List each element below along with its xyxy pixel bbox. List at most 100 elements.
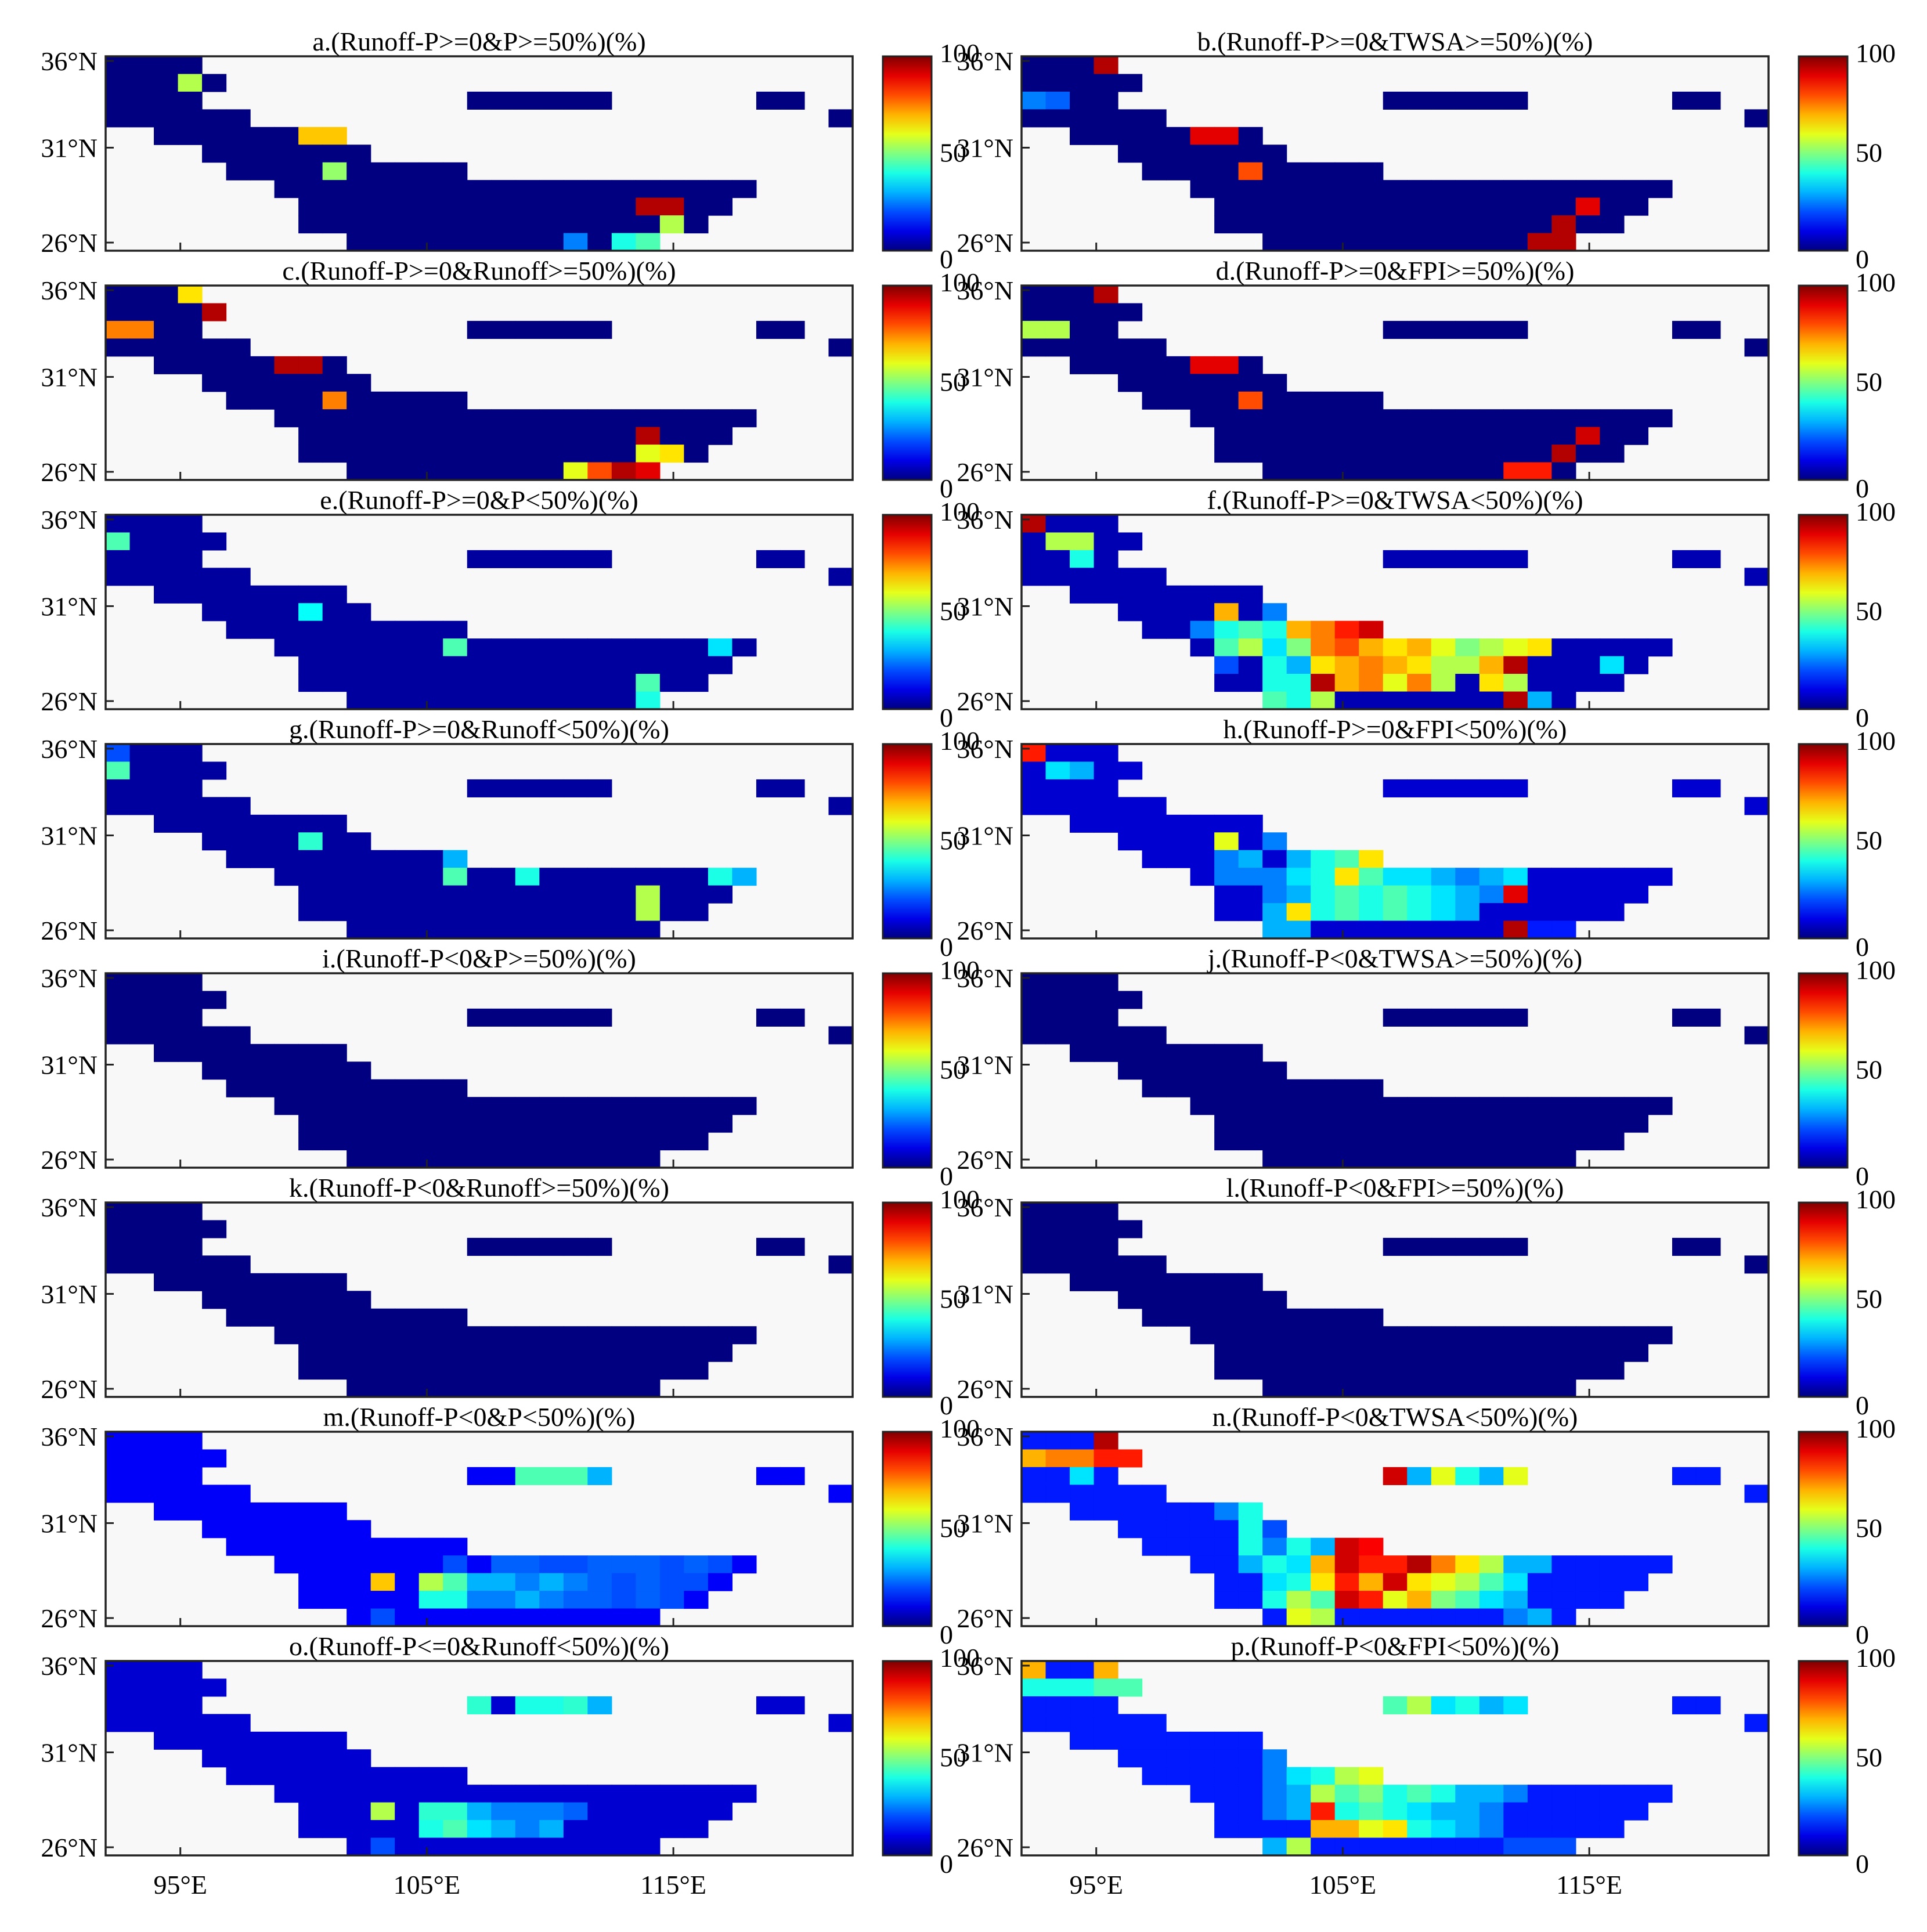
- grid-cell: [491, 462, 516, 481]
- grid-cell: [1359, 1555, 1384, 1574]
- grid-cell: [418, 162, 443, 180]
- grid-cell: [1455, 445, 1480, 463]
- grid-cell: [1070, 1237, 1095, 1256]
- grid-cell: [587, 656, 612, 674]
- grid-cell: [1551, 691, 1576, 710]
- grid-cell: [347, 1802, 371, 1821]
- grid-cell: [298, 814, 323, 833]
- grid-cell: [563, 868, 588, 886]
- grid-cell: [1166, 603, 1191, 622]
- grid-cell: [106, 1714, 131, 1732]
- grid-cell: [539, 409, 564, 428]
- panel-n: n.(Runoff-P<0&TWSA<50%)(%)36°N31°N26°N10…: [957, 1402, 1896, 1649]
- grid-cell: [178, 1714, 203, 1732]
- grid-cell: [1503, 656, 1528, 674]
- grid-cell: [828, 797, 853, 815]
- grid-cell: [1238, 427, 1263, 445]
- grid-cell: [1262, 1537, 1287, 1556]
- grid-cell: [1142, 850, 1167, 868]
- grid-cell: [1503, 215, 1528, 234]
- grid-cell: [1311, 1132, 1336, 1151]
- panel-title: d.(Runoff-P>=0&FPI>=50%)(%): [1216, 256, 1575, 286]
- grid-cell: [1238, 1520, 1263, 1539]
- grid-cell: [684, 1326, 709, 1345]
- grid-cell: [106, 320, 131, 339]
- grid-cell: [202, 74, 227, 92]
- grid-cell: [563, 550, 588, 568]
- grid-cell: [250, 1502, 275, 1521]
- grid-cell: [298, 638, 323, 657]
- grid-cell: [1479, 1785, 1504, 1803]
- grid-cell: [274, 1537, 299, 1556]
- colorbar-tick-label: 50: [1856, 1514, 1882, 1543]
- grid-cell: [1407, 1591, 1432, 1609]
- grid-cell: [443, 850, 468, 868]
- grid-cell: [395, 197, 420, 216]
- grid-cell: [1286, 1308, 1311, 1327]
- grid-cell: [1311, 215, 1336, 234]
- grid-cell: [684, 1362, 709, 1380]
- grid-cell: [322, 1502, 347, 1521]
- grid-cell: [129, 1467, 154, 1485]
- grid-cell: [370, 1785, 395, 1803]
- grid-cell: [322, 603, 347, 622]
- grid-cell: [1359, 180, 1384, 198]
- colorbar-tick-label: 50: [940, 826, 966, 855]
- grid-cell: [611, 674, 636, 692]
- grid-cell: [1383, 427, 1408, 445]
- grid-cell: [1479, 1591, 1504, 1609]
- grid-cell: [418, 215, 443, 234]
- grid-cell: [780, 550, 805, 568]
- grid-cell: [1455, 674, 1480, 692]
- grid-cell: [636, 197, 661, 216]
- grid-cell: [202, 603, 227, 622]
- colorbar-tick-label: 100: [1856, 1414, 1896, 1443]
- grid-cell: [129, 1237, 154, 1256]
- grid-cell: [1479, 233, 1504, 251]
- grid-cell: [1407, 1150, 1432, 1168]
- grid-cell: [1022, 1449, 1047, 1468]
- grid-cell: [370, 656, 395, 674]
- grid-cell: [226, 797, 251, 815]
- grid-cell: [1479, 445, 1504, 463]
- grid-cell: [250, 1731, 275, 1750]
- grid-cell: [1431, 656, 1456, 674]
- grid-cell: [539, 1326, 564, 1345]
- grid-cell: [563, 320, 588, 339]
- grid-cell: [178, 1467, 203, 1485]
- grid-cell: [1094, 1467, 1118, 1485]
- grid-cell: [1070, 991, 1095, 1009]
- grid-cell: [1600, 638, 1625, 657]
- grid-cell: [1744, 1485, 1769, 1503]
- panel-title: o.(Runoff-P<=0&Runoff<50%)(%): [289, 1631, 669, 1661]
- grid-cell: [467, 550, 492, 568]
- grid-cell: [1238, 1731, 1263, 1750]
- grid-cell: [1118, 145, 1143, 163]
- grid-cell: [1262, 1802, 1287, 1821]
- grid-cell: [1118, 1749, 1143, 1768]
- grid-cell: [587, 320, 612, 339]
- grid-cell: [395, 885, 420, 904]
- grid-cell: [515, 1344, 540, 1362]
- grid-cell: [1262, 145, 1287, 163]
- panel-frame: [104, 1660, 854, 1857]
- grid-cell: [322, 1731, 347, 1750]
- grid-cell: [563, 1379, 588, 1397]
- grid-cell: [587, 1114, 612, 1133]
- grid-cell: [539, 920, 564, 939]
- grid-cell: [636, 638, 661, 657]
- grid-cell: [636, 1132, 661, 1151]
- grid-cell: [1407, 1555, 1432, 1574]
- grid-cell: [1238, 1362, 1263, 1380]
- grid-cell: [515, 1379, 540, 1397]
- grid-cell: [539, 233, 564, 251]
- grid-cell: [250, 850, 275, 868]
- grid-cell: [443, 1379, 468, 1397]
- grid-cell: [443, 1555, 468, 1574]
- grid-cell: [178, 1696, 203, 1714]
- grid-cell: [202, 1043, 227, 1062]
- grid-cell: [1431, 1608, 1456, 1627]
- grid-cell: [1455, 1785, 1480, 1803]
- grid-cell: [1527, 1608, 1552, 1627]
- grid-cell: [780, 320, 805, 339]
